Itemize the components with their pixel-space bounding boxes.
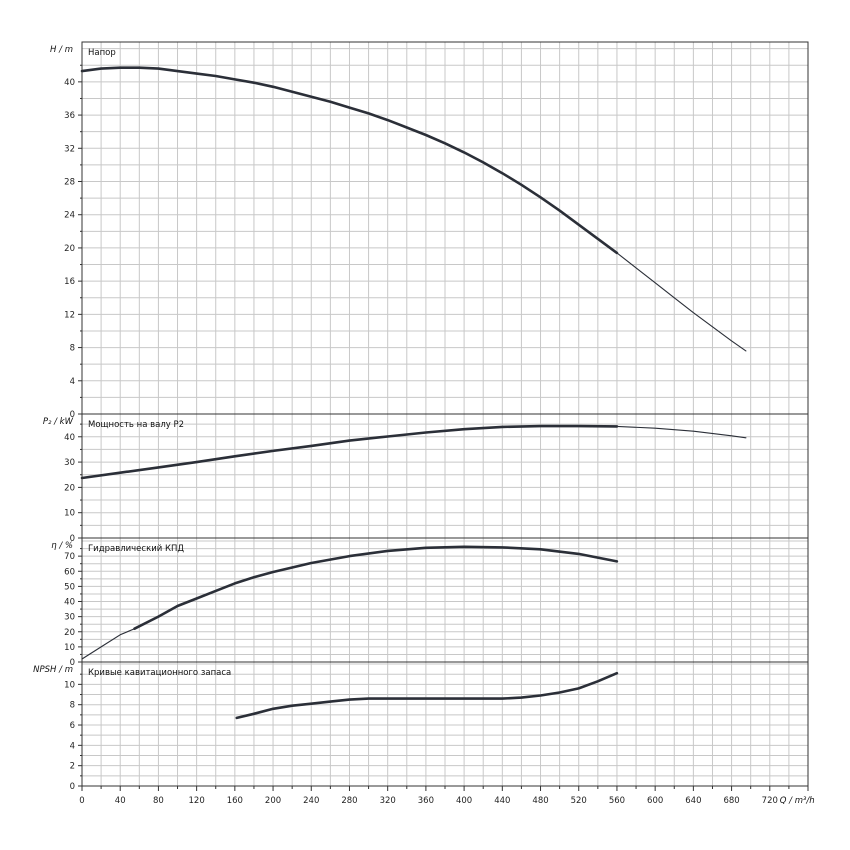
npsh-y-tick-label: 6	[70, 721, 75, 731]
x-tick-label: 120	[189, 796, 205, 806]
efficiency-y-tick-label: 50	[64, 582, 75, 592]
x-tick-label: 80	[153, 796, 164, 806]
head-y-tick-label: 20	[64, 244, 75, 254]
head-y-tick-label: 40	[64, 78, 75, 88]
head-y-tick-label: 32	[64, 144, 75, 154]
x-tick-label: 640	[685, 796, 701, 806]
efficiency-panel-title: Гидравлический КПД	[88, 544, 184, 554]
head-y-tick-label: 4	[70, 377, 75, 387]
efficiency-y-tick-label: 20	[64, 628, 75, 638]
power-y-tick-label: 40	[64, 433, 75, 443]
head-y-tick-label: 8	[70, 344, 75, 354]
head-y-tick-label: 12	[64, 310, 75, 320]
head-curve-2	[616, 252, 747, 352]
x-tick-label: 280	[341, 796, 357, 806]
x-tick-label: 480	[532, 796, 548, 806]
x-tick-label: 400	[456, 796, 472, 806]
npsh-y-axis-label: NPSH / m	[33, 665, 73, 675]
x-tick-label: 160	[227, 796, 243, 806]
x-tick-label: 520	[571, 796, 587, 806]
x-axis-label: Q / m³/h	[780, 796, 815, 806]
efficiency-y-tick-label: 70	[64, 552, 75, 562]
efficiency-curve-1	[81, 628, 136, 660]
npsh-y-tick-label: 0	[70, 782, 75, 792]
npsh-y-tick-label: 4	[70, 741, 75, 751]
x-tick-label: 680	[723, 796, 739, 806]
efficiency-y-tick-label: 10	[64, 643, 75, 653]
x-tick-label: 360	[418, 796, 434, 806]
power-curve-2	[616, 425, 747, 439]
efficiency-y-tick-label: 40	[64, 598, 75, 608]
x-tick-label: 600	[647, 796, 663, 806]
panel-frames	[78, 41, 809, 791]
power-y-tick-label: 20	[64, 483, 75, 493]
npsh-y-tick-label: 8	[70, 701, 75, 711]
head-curve-1	[80, 66, 619, 255]
head-y-tick-label: 24	[64, 211, 75, 221]
x-tick-label: 440	[494, 796, 510, 806]
grid	[82, 42, 808, 786]
efficiency-y-tick-label: 60	[64, 567, 75, 577]
curves	[80, 66, 747, 720]
npsh-y-tick-label: 2	[70, 762, 75, 772]
head-y-tick-label: 36	[64, 111, 75, 121]
power-y-tick-label: 30	[64, 458, 75, 468]
x-tick-label: 40	[115, 796, 126, 806]
npsh-y-tick-label: 10	[64, 680, 75, 690]
efficiency-y-axis-label: η / %	[51, 541, 73, 551]
power-panel-title: Мощность на валу P2	[88, 420, 184, 430]
power-y-tick-label: 0	[70, 534, 75, 544]
head-y-tick-label: 0	[70, 410, 75, 420]
efficiency-curve-2	[133, 545, 619, 630]
head-y-axis-label: H / m	[50, 45, 73, 55]
x-tick-label: 0	[79, 796, 84, 806]
x-tick-label: 320	[380, 796, 396, 806]
power-curve-1	[80, 424, 619, 480]
head-y-tick-label: 16	[64, 277, 75, 287]
head-y-tick-label: 28	[64, 178, 75, 188]
power-y-axis-label: P₂ / kW	[43, 417, 74, 427]
x-tick-label: 720	[762, 796, 778, 806]
x-tick-label: 200	[265, 796, 281, 806]
head-panel-title: Напор	[88, 48, 116, 58]
efficiency-y-tick-label: 30	[64, 613, 75, 623]
npsh-panel-title: Кривые кавитационного запаса	[88, 668, 231, 678]
npsh-curve-1	[235, 671, 619, 720]
x-tick-label: 560	[609, 796, 625, 806]
x-tick-label: 240	[303, 796, 319, 806]
efficiency-y-tick-label: 0	[70, 658, 75, 668]
power-y-tick-label: 10	[64, 509, 75, 519]
